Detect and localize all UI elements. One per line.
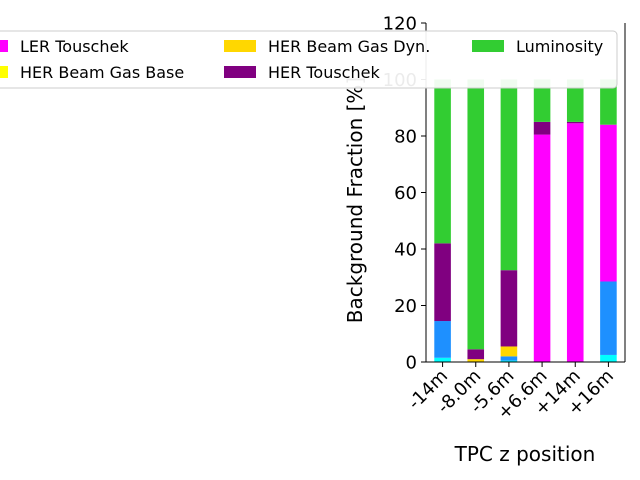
bar-segment-6-7 <box>600 79 617 125</box>
legend-label: LER Touschek <box>20 37 129 56</box>
y-tick-label: 120 <box>383 14 417 35</box>
bar-segment-6-2 <box>600 281 617 355</box>
legend-swatch <box>472 40 504 52</box>
legend-swatch <box>0 66 8 78</box>
y-tick-label: 20 <box>394 296 417 317</box>
bar-segment-1-7 <box>434 79 451 244</box>
bar-segment-3-1 <box>500 360 518 362</box>
legend-label: Luminosity <box>516 37 603 56</box>
legend-swatch <box>224 66 256 78</box>
legend: LER Touschek HER Beam Gas Dyn. Luminosity H… <box>0 30 618 89</box>
y-tick-label: 80 <box>394 127 417 148</box>
bar-segment-5-6 <box>566 121 584 124</box>
x-axis-title: TPC z position <box>454 442 596 466</box>
legend-swatch <box>0 40 8 52</box>
legend-swatch <box>224 40 256 52</box>
bar-segment-4-6 <box>533 121 551 135</box>
bar-segment-1-2 <box>434 321 451 358</box>
legend-label: HER Beam Gas Base <box>20 63 184 82</box>
y-tick-label: 0 <box>406 353 417 374</box>
legend-frame <box>0 30 618 89</box>
y-axis-title: Background Fraction [%] <box>343 77 367 323</box>
bar-segment-3-3 <box>500 346 518 357</box>
bar-segment-2-6 <box>467 349 485 360</box>
bar-segment-1-6 <box>434 243 451 322</box>
bar-segment-6-5 <box>600 124 617 282</box>
bar-segment-5-5 <box>566 123 584 362</box>
legend-label: HER Beam Gas Dyn. <box>268 37 430 56</box>
y-tick-label: 60 <box>394 183 417 204</box>
bar-stacks <box>434 79 617 362</box>
bar-segment-5-7 <box>566 79 584 122</box>
bar-segment-2-3 <box>467 359 485 362</box>
bar-segment-3-6 <box>500 270 518 347</box>
bar-segment-2-7 <box>467 79 485 350</box>
bar-segment-4-5 <box>533 134 551 362</box>
legend-label: HER Touschek <box>268 63 380 82</box>
bar-segment-6-1 <box>600 354 617 362</box>
bar-segment-3-7 <box>500 79 518 271</box>
bar-segment-3-2 <box>500 356 518 361</box>
y-tick-label: 40 <box>394 240 417 261</box>
bar-segment-1-1 <box>434 357 451 362</box>
bar-segment-4-7 <box>533 79 551 122</box>
